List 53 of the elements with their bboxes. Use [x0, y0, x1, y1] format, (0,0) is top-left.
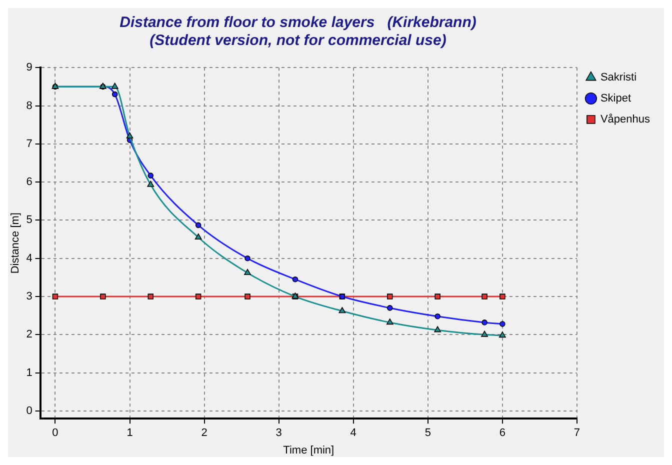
- point: [292, 276, 298, 282]
- point: [434, 313, 440, 320]
- point: [482, 320, 488, 326]
- y-tick-label: 0: [26, 405, 32, 417]
- x-tick-label: 4: [350, 427, 356, 440]
- x-tick-label: 6: [499, 427, 506, 440]
- point: [387, 294, 393, 300]
- point: [498, 332, 506, 338]
- y-axis-title: Distance [m]: [10, 212, 22, 274]
- point: [338, 307, 346, 314]
- y-tick-label: 3: [26, 290, 32, 303]
- point: [194, 233, 202, 240]
- point: [244, 255, 250, 262]
- point: [148, 294, 154, 300]
- legend-label: Skipet: [600, 92, 632, 105]
- y-tick-label: 2: [26, 328, 32, 341]
- legend-label: Sakristi: [600, 72, 637, 84]
- point: [500, 321, 506, 327]
- chart-subtitle: (Student version, not for commercial use): [148, 32, 448, 50]
- point: [147, 180, 154, 187]
- x-axis-title: Time [min]: [283, 444, 334, 456]
- x-tick-label: 2: [201, 427, 208, 440]
- point: [100, 294, 106, 300]
- point: [434, 294, 440, 300]
- y-tick-label: 8: [26, 100, 32, 112]
- point: [386, 318, 394, 325]
- point: [500, 294, 506, 300]
- legend-label: Våpenhus: [600, 114, 650, 126]
- point: [126, 132, 134, 138]
- point: [434, 326, 442, 332]
- y-tick-label: 5: [26, 214, 32, 226]
- point: [244, 294, 250, 300]
- y-tick-label: 1: [26, 366, 32, 379]
- point: [195, 294, 202, 300]
- point: [244, 268, 251, 276]
- point: [195, 222, 202, 228]
- point: [148, 172, 154, 178]
- x-tick-label: 3: [276, 427, 282, 440]
- point: [112, 91, 118, 98]
- x-tick-label: 7: [574, 427, 580, 440]
- x-tick-label: 1: [126, 427, 133, 440]
- point: [111, 82, 118, 89]
- y-tick-label: 9: [26, 62, 32, 74]
- point: [482, 294, 488, 300]
- y-tick-label: 4: [26, 252, 32, 264]
- point: [52, 294, 58, 300]
- chart-title: Distance from floor to smoke layers (Kirkebrann): [118, 14, 478, 32]
- point: [481, 330, 488, 337]
- y-tick-label: 7: [26, 138, 32, 150]
- x-tick-label: 0: [52, 427, 58, 440]
- point: [386, 305, 393, 311]
- y-tick-label: 6: [26, 176, 32, 188]
- x-tick-label: 5: [424, 427, 431, 440]
